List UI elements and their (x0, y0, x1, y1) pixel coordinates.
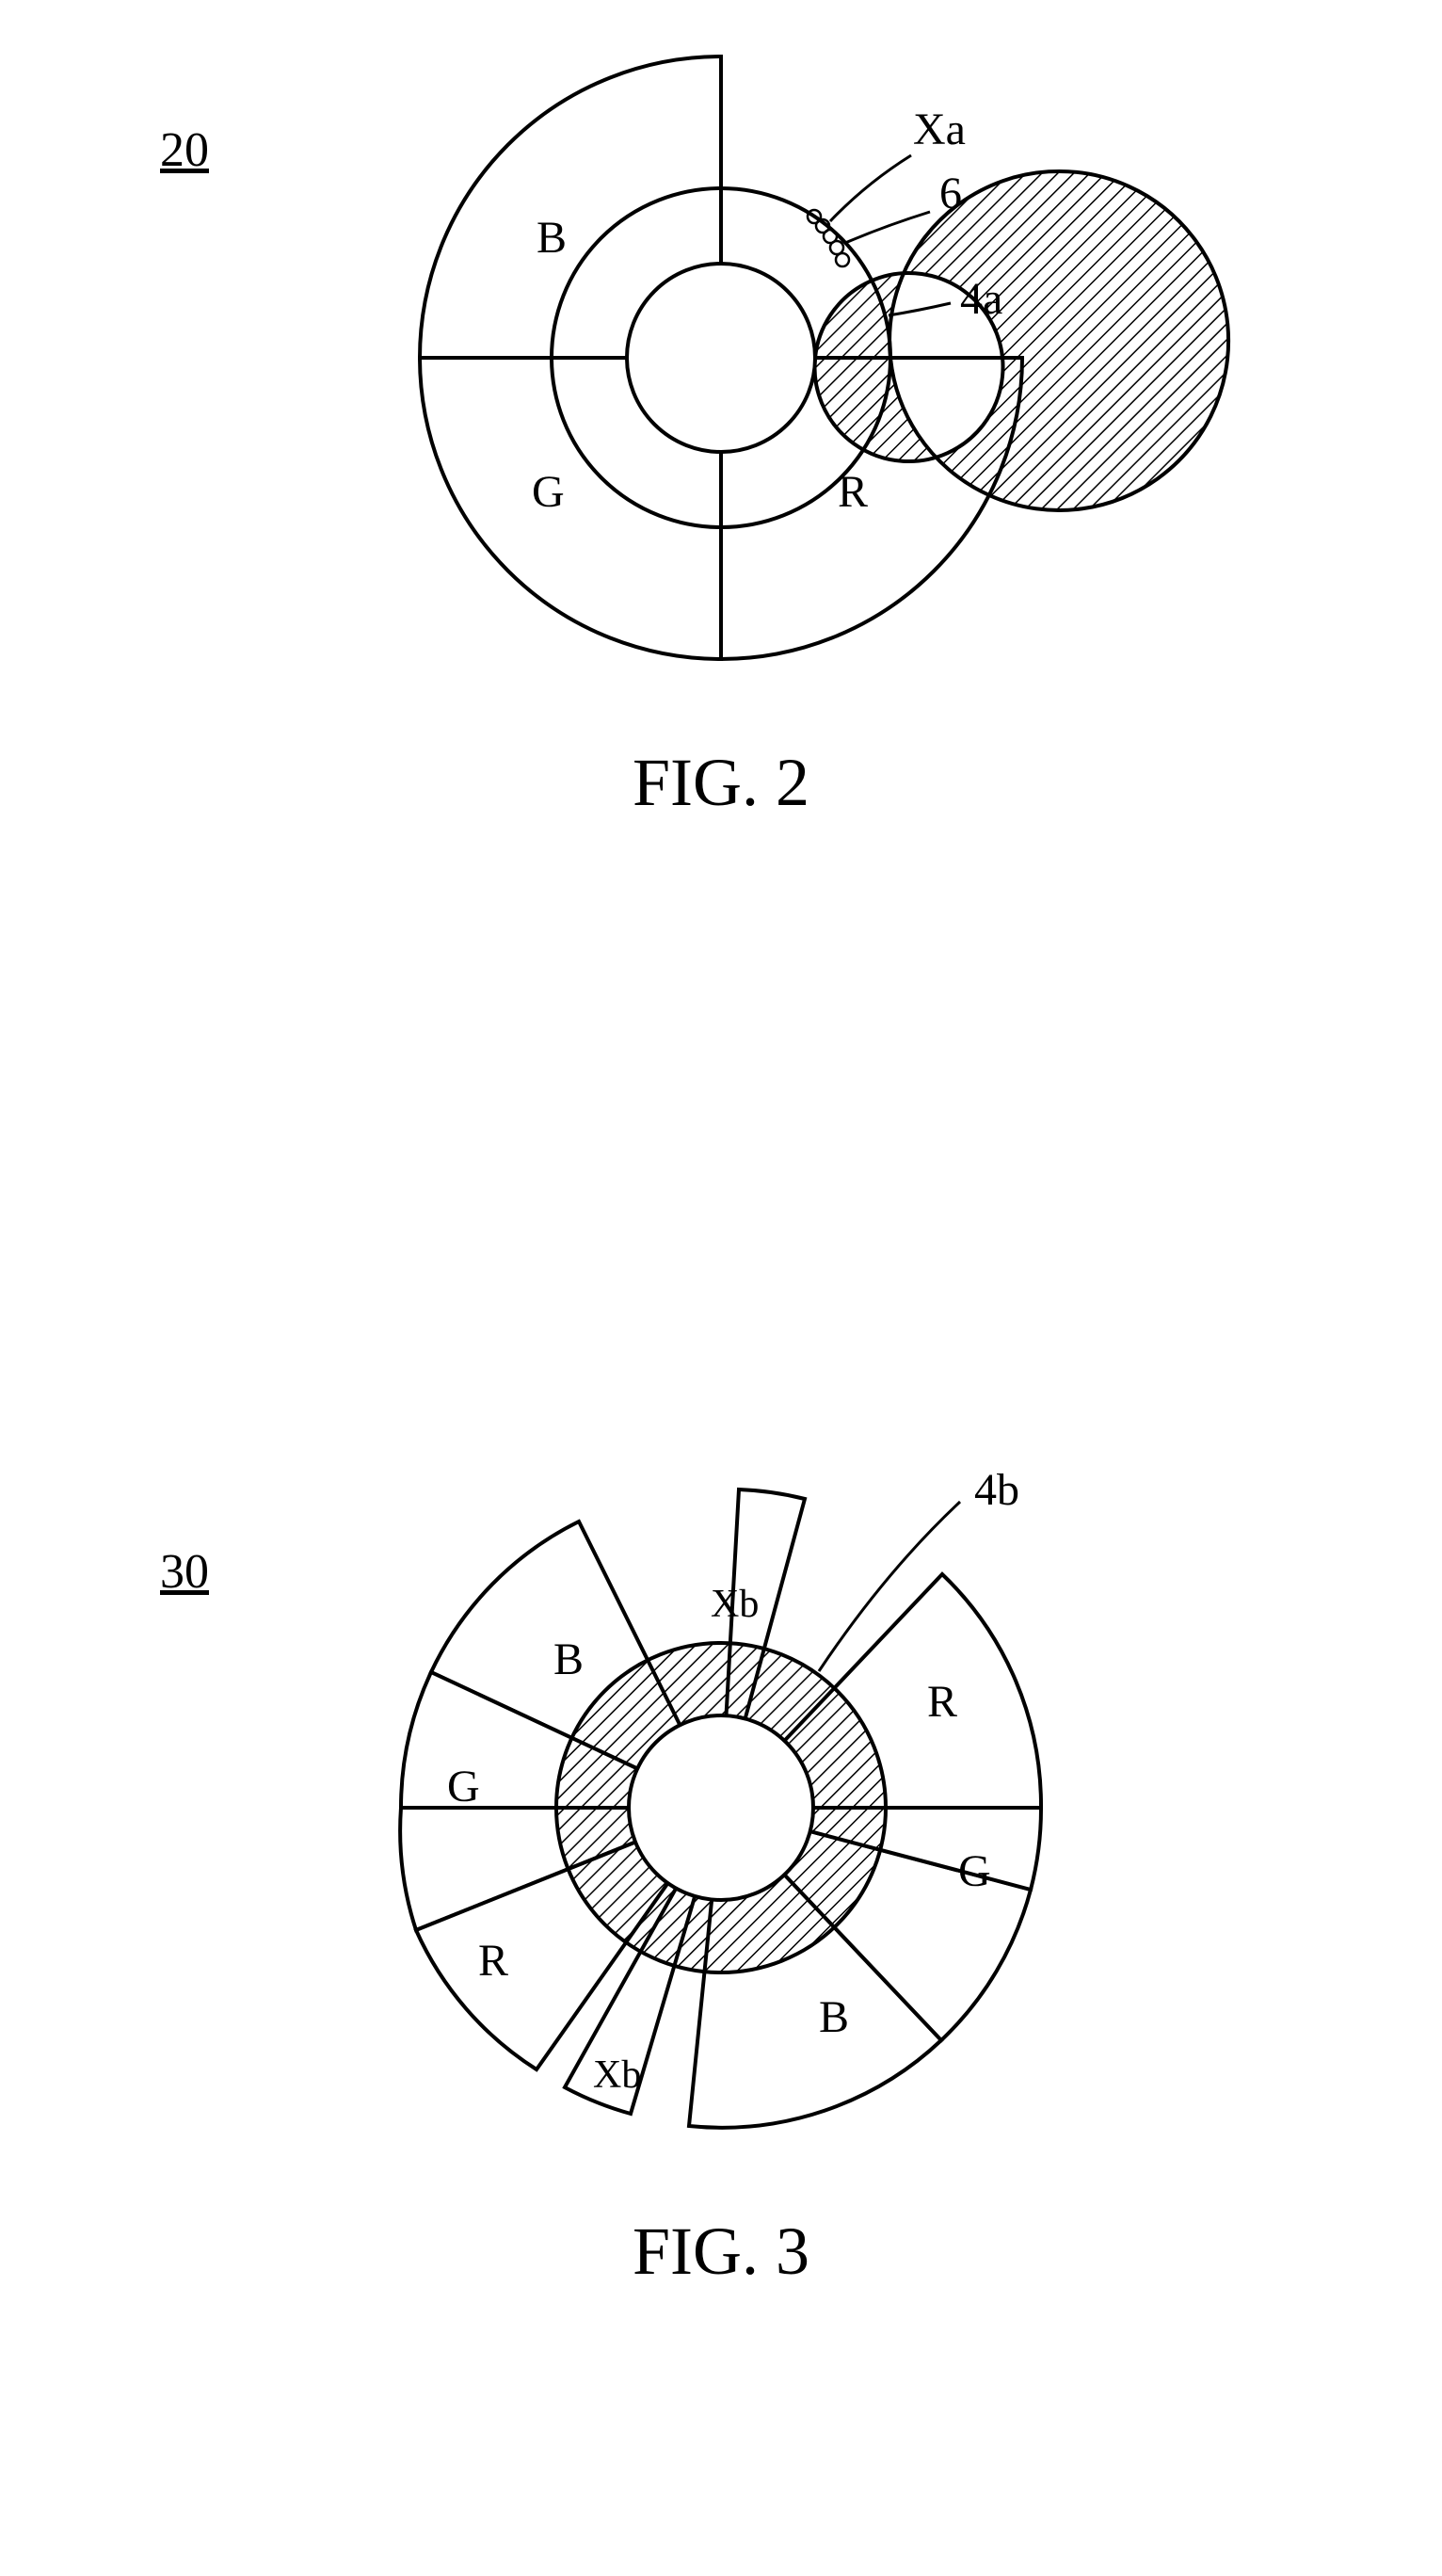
fig3-sector-r-top: R (927, 1676, 957, 1728)
fig3-label-xb-top: Xb (711, 1582, 759, 1627)
fig3-sector-b-bot: B (819, 1991, 849, 2043)
fig2-sector-r: R (838, 466, 868, 518)
fig2-label-xa: Xa (913, 104, 966, 155)
fig2-sector-g: G (532, 466, 565, 518)
fig3-sector-r-left: R (478, 1935, 508, 1987)
fig2-caption: FIG. 2 (0, 744, 1442, 822)
fig3-label-4b: 4b (974, 1464, 1019, 1516)
fig2-label-6: 6 (939, 168, 962, 219)
figure2-diagram (0, 0, 1442, 847)
fig3-sector-g-right: G (958, 1845, 991, 1897)
fig3-sector-g-left: G (447, 1761, 480, 1812)
fig2-label-4a: 4a (960, 273, 1002, 325)
fig3-caption: FIG. 3 (0, 2213, 1442, 2291)
fig3-label-xb-bot: Xb (593, 2053, 641, 2098)
figure3-diagram (0, 1365, 1442, 2213)
fig3-sector-b-top: B (553, 1634, 584, 1685)
fig2-sector-b: B (537, 212, 567, 264)
